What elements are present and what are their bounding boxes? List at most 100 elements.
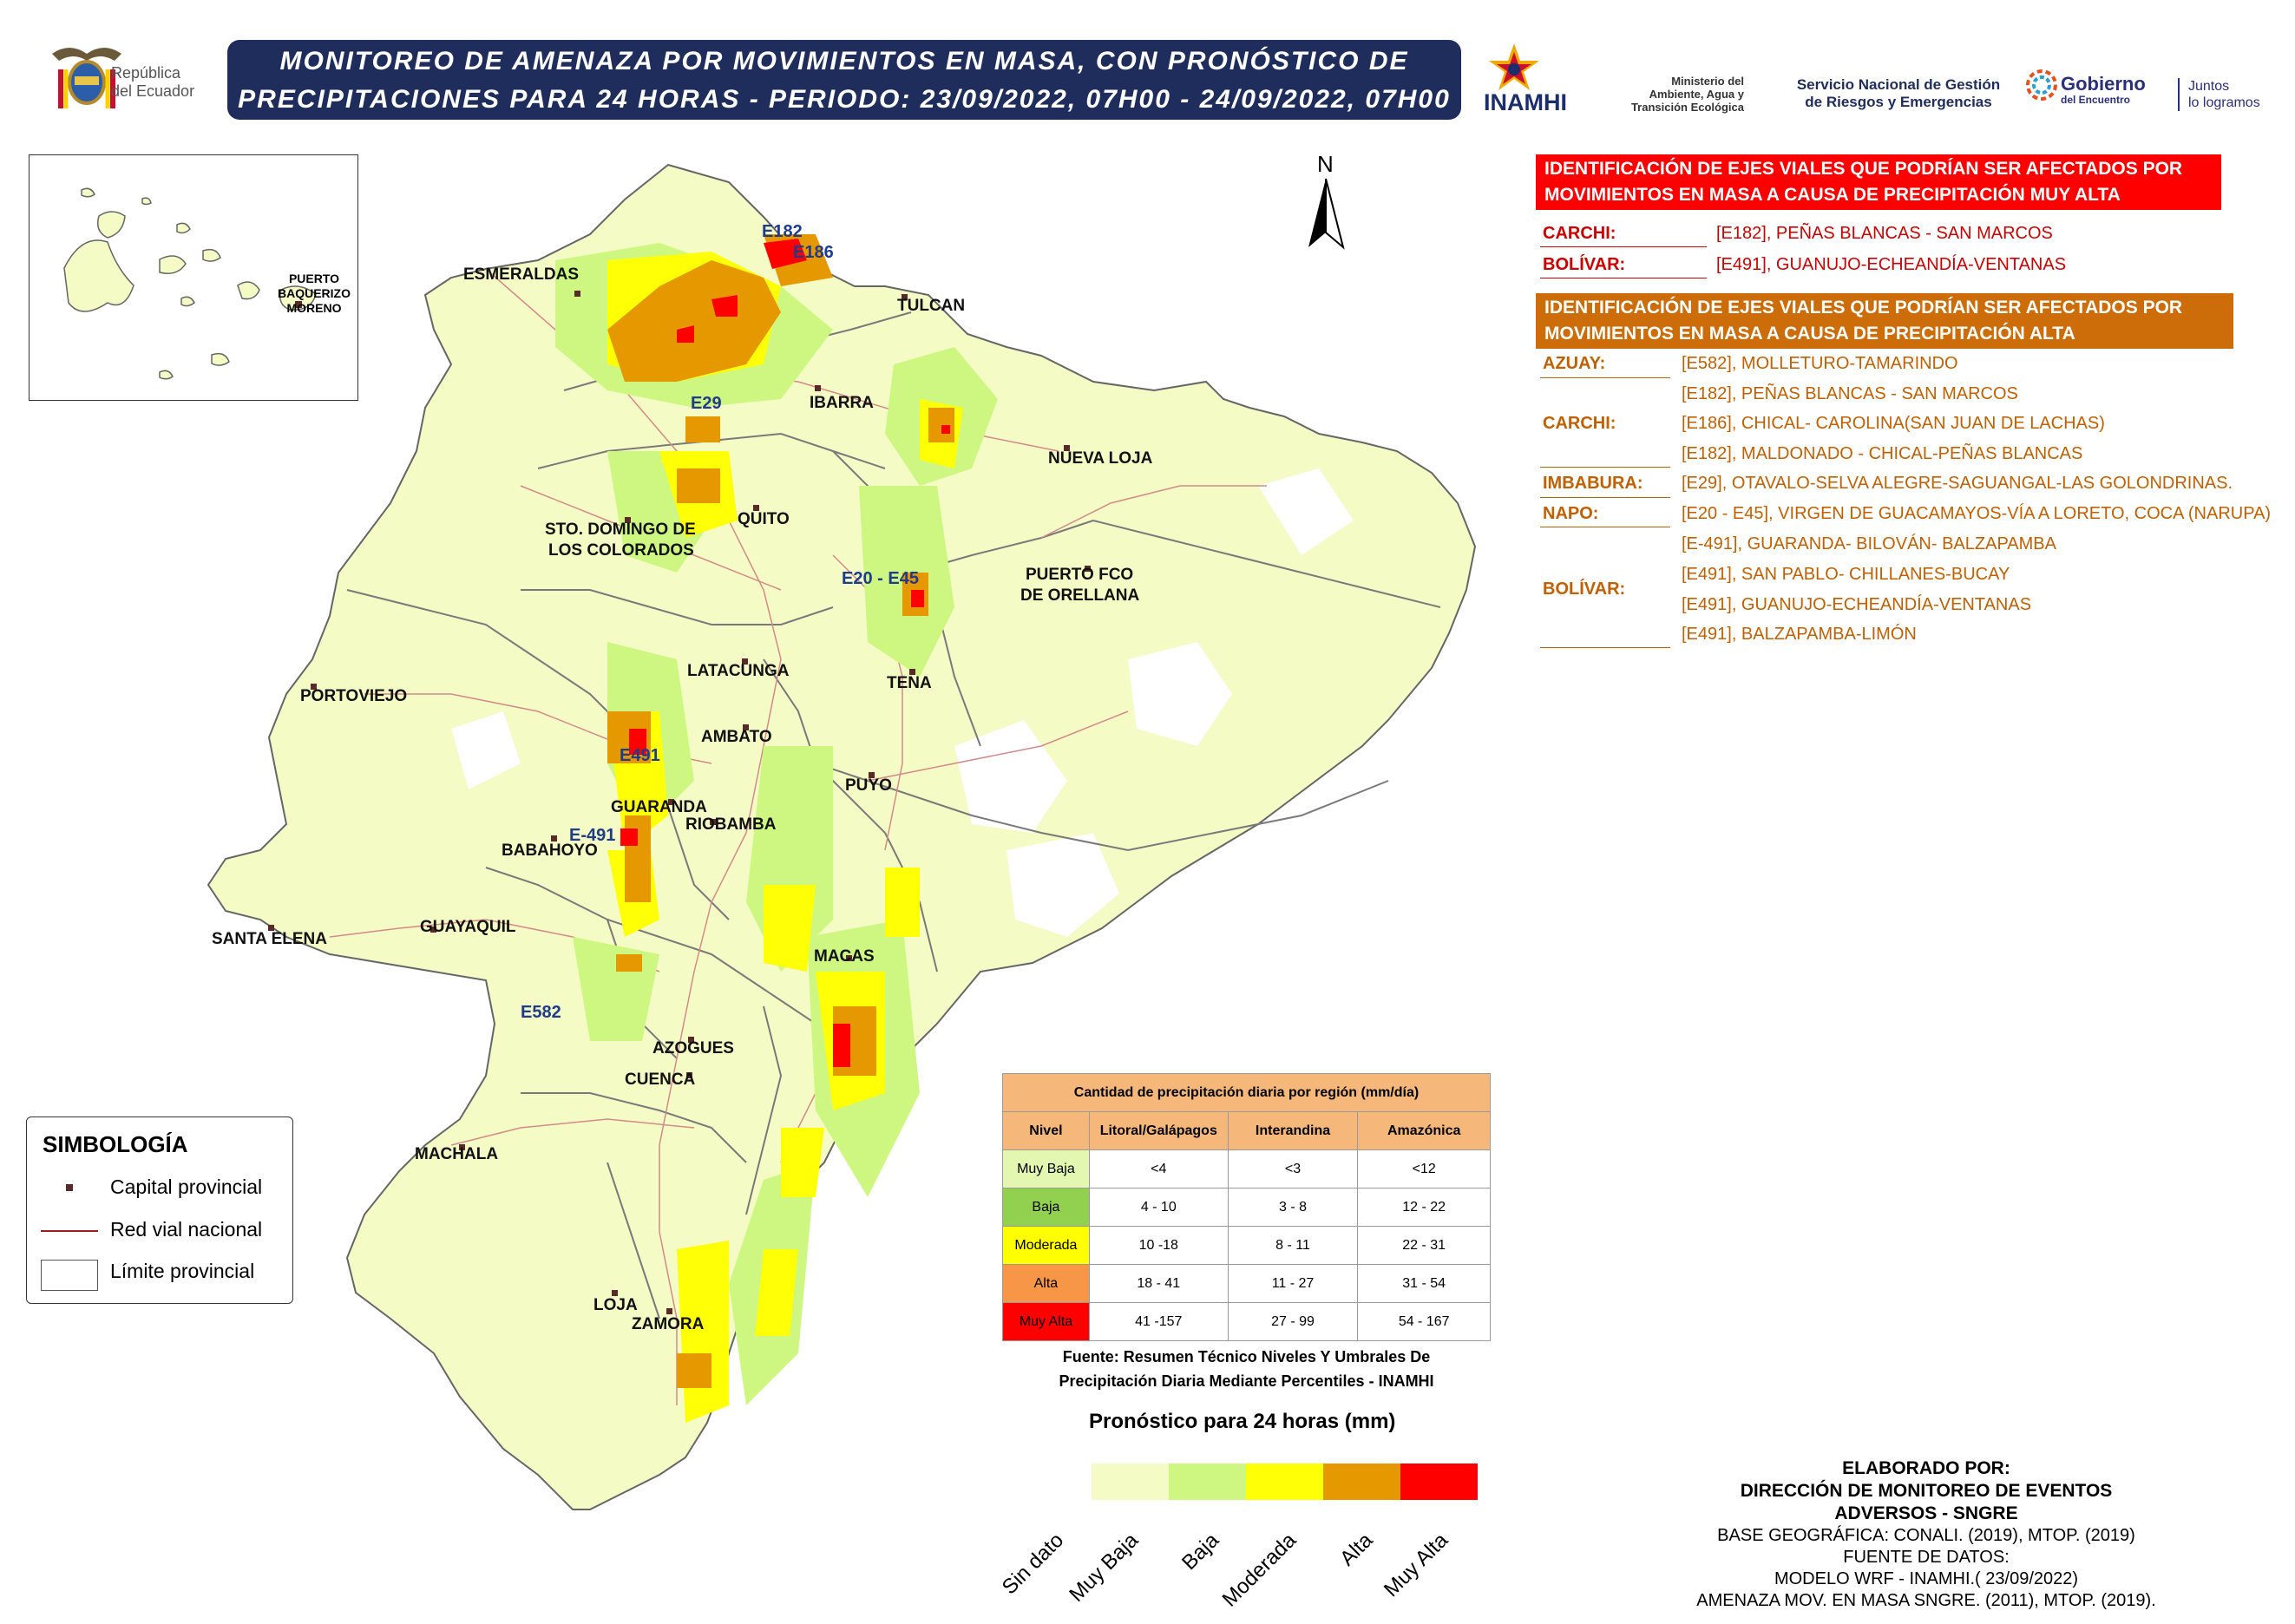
republica-ecuador-text: República del Ecuador	[111, 64, 195, 100]
inamhi-logo: INAMHI	[1484, 42, 1567, 120]
symbology-item: Red vial nacional	[110, 1218, 263, 1241]
road-label: E186	[793, 243, 834, 262]
juntos-slogan: Juntos lo logramos	[2178, 78, 2260, 111]
sngre-logo: Servicio Nacional de Gestión de Riesgos …	[1796, 76, 2001, 110]
page-title: MONITOREO DE AMENAZA POR MOVIMIENTOS EN …	[227, 40, 1461, 120]
alta-road: [E491], BALZAPAMBA-LIMÓN	[1682, 625, 1917, 644]
inamhi-star-icon	[1489, 43, 1539, 90]
underline	[1540, 246, 1707, 247]
city-label: PUYO	[845, 776, 892, 795]
city-label: PORTOVIEJO	[300, 687, 408, 705]
symbology-legend: SIMBOLOGÍA Capital provincial Red vial n…	[26, 1116, 293, 1304]
alta-province: IMBABURA:	[1543, 474, 1643, 493]
city-label: GUAYAQUIL	[420, 918, 516, 936]
muy-alta-road: [E182], PEÑAS BLANCAS - SAN MARCOS	[1716, 224, 2053, 243]
alta-road: [E182], MALDONADO - CHICAL-PEÑAS BLANCAS	[1682, 444, 2083, 463]
gobierno-logo	[2026, 50, 2057, 110]
legend-swatch	[1246, 1464, 1323, 1500]
legend-swatch	[1400, 1464, 1478, 1500]
city-label: BABAHOYO	[502, 841, 598, 860]
city-label: QUITO	[738, 510, 790, 528]
muy-alta-panel-title: IDENTIFICACIÓN DE EJES VIALES QUE PODRÍA…	[1536, 154, 2221, 210]
table-header: Nivel	[1002, 1111, 1090, 1150]
symbology-item: Capital provincial	[110, 1175, 263, 1198]
alta-road: [E491], SAN PABLO- CHILLANES-BUCAY	[1682, 565, 2010, 584]
road-label: E20 - E45	[842, 569, 919, 588]
map-credits: ELABORADO POR: DIRECCIÓN DE MONITOREO DE…	[1696, 1458, 2156, 1610]
precipitation-thresholds-table: Cantidad de precipitación diaria por reg…	[1002, 1073, 1491, 1341]
underline	[1540, 647, 1670, 648]
north-arrow-label: N	[1317, 151, 1334, 177]
city-label: RIOBAMBA	[685, 815, 777, 834]
city-label: PUERTO FCO	[1026, 566, 1134, 584]
table-row: Moderada 10 -18 8 - 11 22 - 31	[1002, 1226, 1491, 1265]
provincial-capital-markers	[268, 291, 1091, 1314]
city-label: LOS COLORADOS	[548, 541, 694, 560]
road-label: E582	[521, 1003, 561, 1022]
city-label: DE ORELLANA	[1020, 586, 1140, 605]
alta-road: [E582], MOLLETURO-TAMARINDO	[1682, 354, 1958, 373]
alta-province: CARCHI:	[1543, 414, 1616, 433]
alta-road: [E-491], GUARANDA- BILOVÁN- BALZAPAMBA	[1682, 534, 2056, 553]
city-label: AZOGUES	[652, 1039, 734, 1058]
city-label: GUARANDA	[611, 798, 707, 816]
city-label: LATACUNGA	[687, 662, 790, 680]
table-row: Muy Alta 41 -157 27 - 99 54 - 167	[1002, 1302, 1491, 1341]
gobierno-rays-icon	[2026, 69, 2057, 101]
city-label: TENA	[887, 674, 932, 692]
legend-title: Pronóstico para 24 horas (mm)	[1089, 1410, 1396, 1433]
muy-alta-road: [E491], GUANUJO-ECHEANDÍA-VENTANAS	[1716, 255, 2067, 274]
muy-alta-province: BOLÍVAR:	[1543, 255, 1626, 274]
legend-swatch	[1092, 1464, 1169, 1500]
gobierno-text: Gobierno del Encuentro	[2061, 73, 2146, 107]
road-label: E182	[762, 222, 803, 241]
city-label: STO. DOMINGO DE	[545, 521, 696, 539]
alta-province: BOLÍVAR:	[1543, 580, 1626, 599]
inset-city-label: PUERTO BAQUERIZO MORENO	[278, 272, 351, 315]
alta-road: [E20 - E45], VIRGEN DE GUACAMAYOS-VÍA A …	[1682, 504, 2272, 523]
underline	[1540, 467, 1670, 468]
table-header: Amazónica	[1357, 1111, 1491, 1150]
road-label: E491	[620, 746, 660, 765]
alta-road: [E491], GUANUJO-ECHEANDÍA-VENTANAS	[1682, 595, 2032, 614]
galapagos-islands	[63, 187, 317, 380]
capital-marker-icon	[66, 1184, 73, 1191]
table-row: Muy Baja <4 <3 <12	[1002, 1149, 1491, 1189]
alta-road: [E29], OTAVALO-SELVA ALEGRE-SAGUANGAL-LA…	[1682, 474, 2233, 493]
table-row: Alta 18 - 41 11 - 27 31 - 54	[1002, 1264, 1491, 1303]
city-label: AMBATO	[701, 728, 772, 746]
precip-muy-alta-areas	[620, 239, 950, 1067]
city-label: ESMERALDAS	[463, 265, 580, 284]
city-label: ZAMORA	[632, 1315, 705, 1333]
road-line-icon	[41, 1230, 98, 1232]
coat-of-arms-icon	[52, 48, 121, 108]
city-label: LOJA	[593, 1296, 638, 1314]
table-row: Baja 4 - 10 3 - 8 12 - 22	[1002, 1188, 1491, 1227]
legend-swatch	[1323, 1464, 1400, 1500]
road-label: E29	[691, 394, 722, 413]
city-label: SANTA ELENA	[212, 930, 327, 948]
table-header: Interandina	[1227, 1111, 1359, 1150]
north-arrow-icon	[1308, 178, 1345, 250]
muy-alta-province: CARCHI:	[1543, 224, 1616, 243]
alta-province: NAPO:	[1543, 504, 1599, 523]
city-label: IBARRA	[810, 394, 874, 412]
city-label: CUENCA	[625, 1071, 696, 1089]
underline	[1540, 377, 1670, 378]
boundary-box-icon	[41, 1260, 98, 1291]
galapagos-inset-map: PUERTO BAQUERIZO MORENO	[29, 154, 358, 401]
table-header: Litoral/Galápagos	[1088, 1111, 1229, 1150]
legend-swatch	[1169, 1464, 1246, 1500]
table-title: Cantidad de precipitación diaria por reg…	[1002, 1073, 1491, 1112]
republica-ecuador-logo	[35, 35, 217, 121]
alta-panel-title: IDENTIFICACIÓN DE EJES VIALES QUE PODRÍA…	[1536, 293, 2233, 349]
table-source: Fuente: Resumen Técnico Niveles Y Umbral…	[1059, 1348, 1434, 1390]
symbology-item: Límite provincial	[110, 1260, 255, 1282]
alta-road: [E182], PEÑAS BLANCAS - SAN MARCOS	[1682, 384, 2018, 403]
underline	[1540, 497, 1670, 498]
city-label: TULCAN	[897, 297, 966, 315]
city-label: MACAS	[814, 947, 875, 966]
alta-road: [E186], CHICAL- CAROLINA(SAN JUAN DE LAC…	[1682, 414, 2105, 433]
city-label: MACHALA	[415, 1145, 499, 1163]
